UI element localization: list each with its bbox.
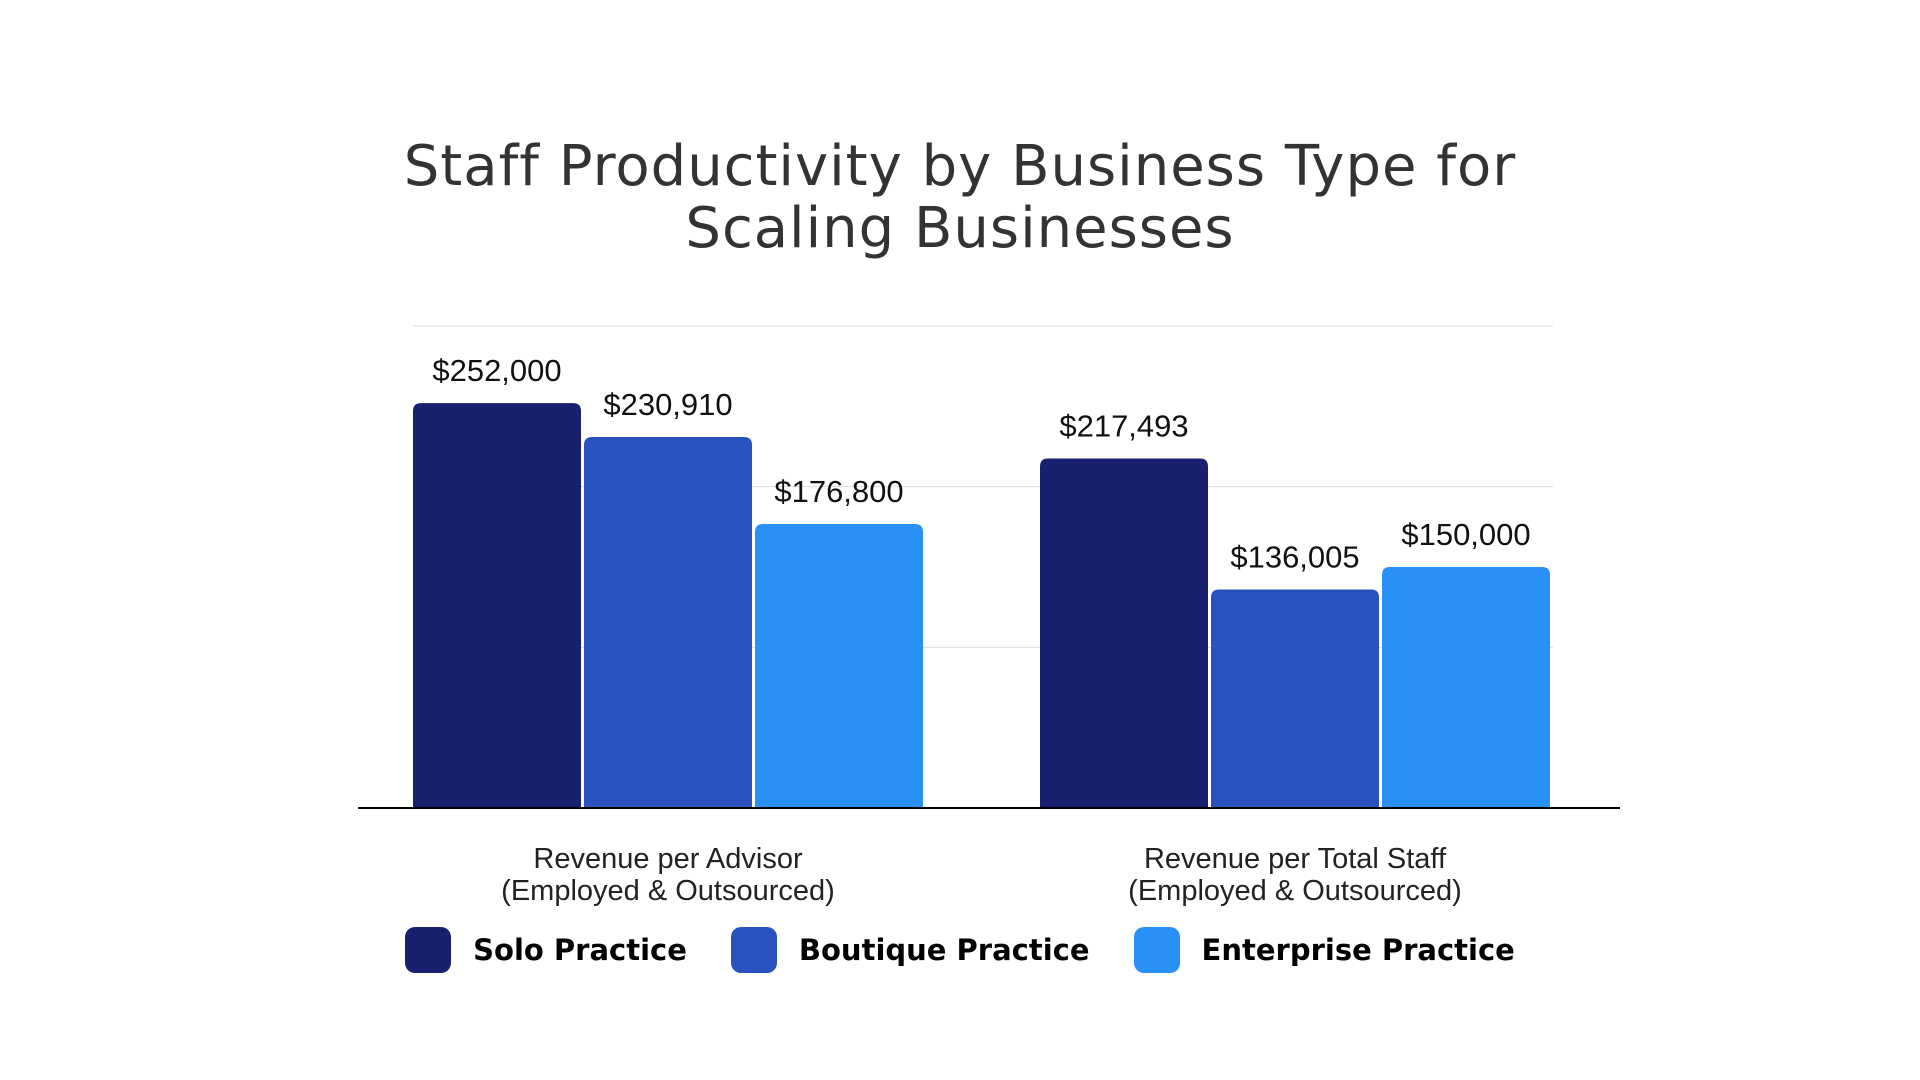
bar-2-0: [755, 523, 923, 808]
x-tick-label-0: Revenue per Advisor (Employed & Outsource…: [501, 843, 835, 907]
chart-title-line-2: Scaling Businesses: [685, 196, 1235, 261]
legend-item-solo: Solo Practice: [405, 927, 687, 973]
x-tick-label-1: Revenue per Total Staff (Employed & Outso…: [1128, 843, 1462, 907]
bar-0-1: [1040, 458, 1208, 808]
legend: Solo Practice Boutique Practice Enterpri…: [0, 925, 1920, 975]
chart-title-line-1: Staff Productivity by Business Type for: [403, 134, 1517, 199]
value-label-0-1: $217,493: [1059, 409, 1188, 444]
value-label-2-0: $176,800: [774, 474, 903, 509]
legend-item-enterprise: Enterprise Practice: [1133, 927, 1515, 973]
x-tick-labels: Revenue per Advisor (Employed & Outsource…: [501, 843, 1462, 907]
legend-label-solo: Solo Practice: [473, 933, 687, 967]
bar-2-1: [1382, 567, 1550, 808]
legend-swatch-solo: [405, 927, 452, 973]
value-label-0-0: $252,000: [432, 353, 561, 388]
bar-1-0: [584, 437, 752, 808]
bars: [413, 403, 1550, 808]
chart-title: Staff Productivity by Business Type for …: [0, 136, 1920, 260]
legend-label-boutique: Boutique Practice: [798, 933, 1090, 967]
value-label-2-1: $150,000: [1401, 517, 1530, 552]
value-labels: $252,000 $217,493 $230,910 $136,005 $176,800…: [432, 353, 1530, 574]
legend-item-boutique: Boutique Practice: [730, 927, 1090, 973]
value-label-1-1: $136,005: [1230, 539, 1359, 574]
legend-swatch-boutique: [730, 927, 777, 973]
bar-0-0: [413, 403, 581, 808]
bar-1-1: [1211, 589, 1379, 808]
legend-swatch-enterprise: [1133, 927, 1180, 973]
value-label-1-0: $230,910: [603, 387, 732, 422]
legend-label-enterprise: Enterprise Practice: [1201, 933, 1515, 967]
